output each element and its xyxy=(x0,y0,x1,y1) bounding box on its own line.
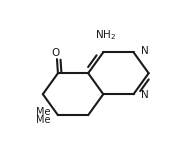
Text: NH$_2$: NH$_2$ xyxy=(95,28,116,42)
Text: O: O xyxy=(52,48,60,58)
Text: N: N xyxy=(141,46,149,57)
Text: Me: Me xyxy=(36,115,51,124)
Text: Me: Me xyxy=(36,107,51,117)
Text: N: N xyxy=(141,90,149,100)
